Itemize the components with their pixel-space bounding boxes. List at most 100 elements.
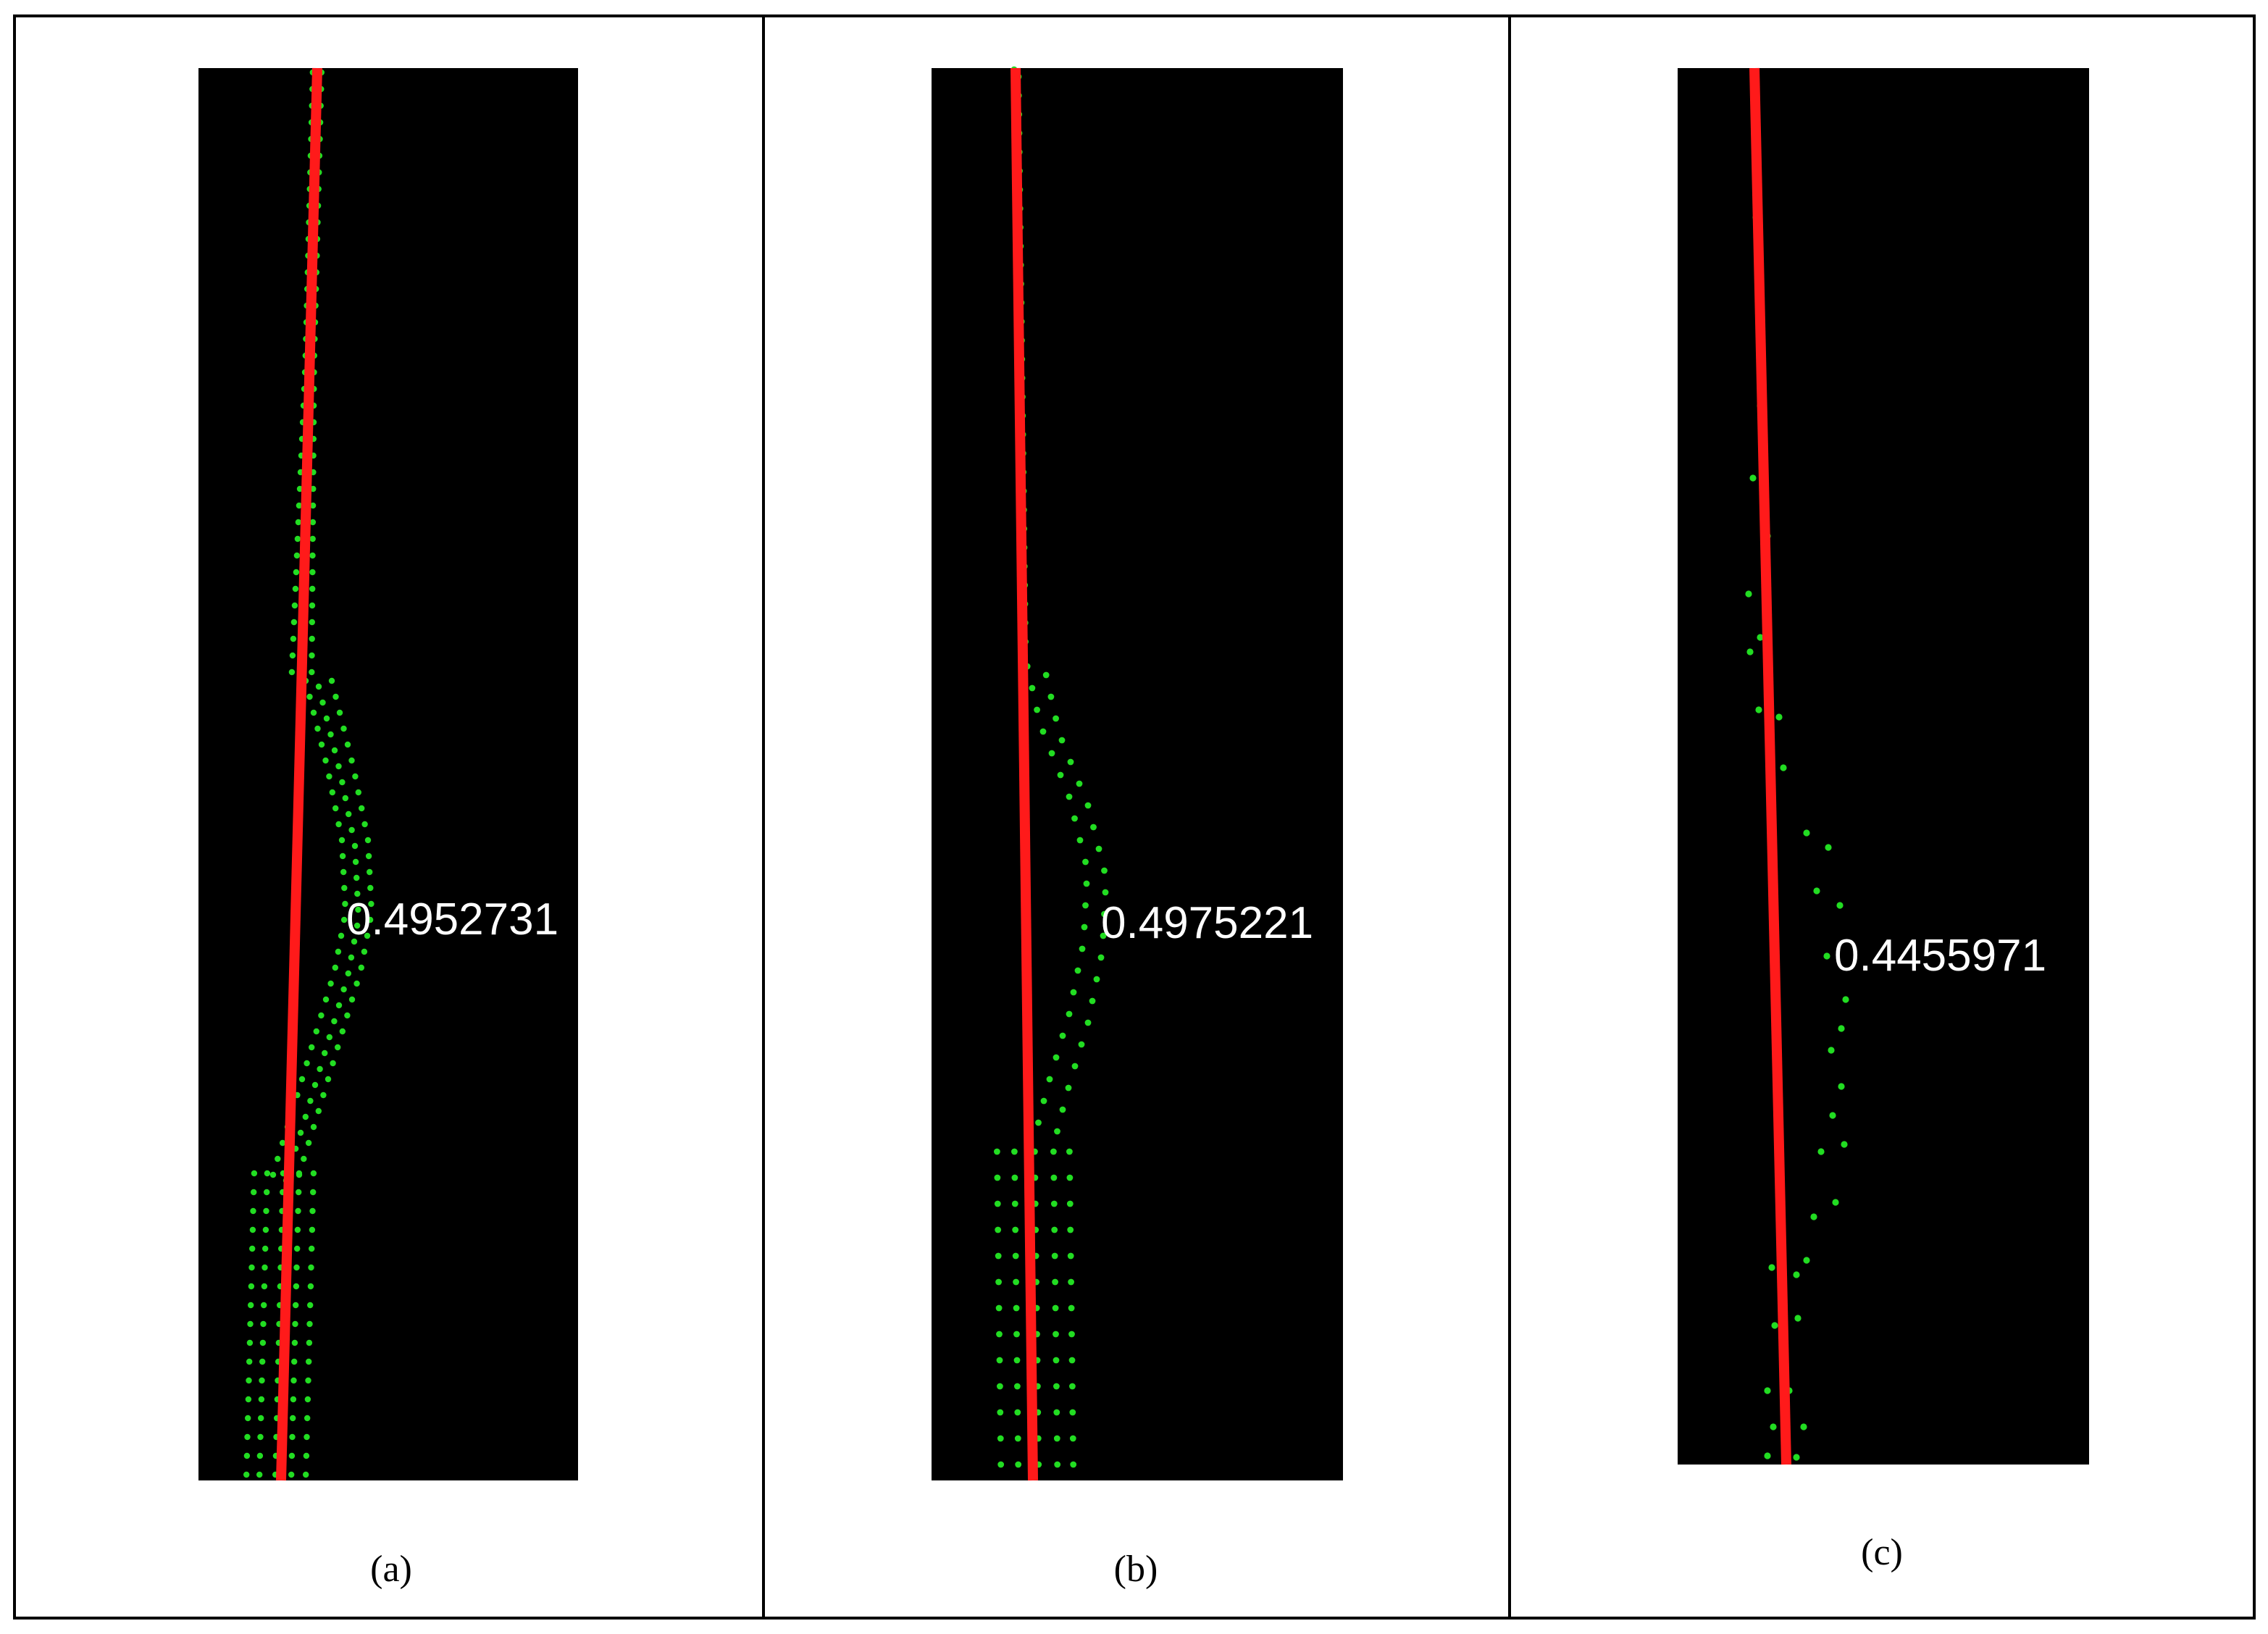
point-marker xyxy=(1042,671,1050,679)
panel-c-fit-line xyxy=(1749,67,1791,1465)
point-marker xyxy=(1771,1322,1778,1329)
point-marker xyxy=(295,519,302,526)
point-marker xyxy=(294,535,301,542)
point-marker xyxy=(309,552,316,559)
point-marker xyxy=(1054,1461,1061,1468)
panel-b-caption: (b) xyxy=(1114,1549,1158,1590)
point-marker xyxy=(262,1226,269,1233)
point-marker xyxy=(1793,1454,1800,1461)
point-marker xyxy=(368,900,374,908)
point-marker xyxy=(997,1383,1003,1390)
point-marker xyxy=(293,1283,300,1290)
point-marker xyxy=(346,810,352,818)
point-marker xyxy=(1764,1452,1771,1459)
point-marker xyxy=(338,932,345,939)
point-marker xyxy=(256,1452,264,1459)
point-marker xyxy=(256,1471,263,1478)
point-marker xyxy=(305,1377,311,1384)
point-marker xyxy=(1803,1257,1810,1264)
point-marker xyxy=(246,1377,252,1384)
point-marker xyxy=(1052,1304,1059,1312)
point-marker xyxy=(1083,880,1090,887)
point-marker xyxy=(1014,1383,1021,1390)
point-marker xyxy=(348,954,355,961)
point-marker xyxy=(1067,1226,1074,1233)
point-marker xyxy=(309,1245,315,1252)
point-marker xyxy=(1749,474,1757,482)
panel-c-value-label: 0.4455971 xyxy=(1834,931,2046,981)
point-marker xyxy=(327,980,334,987)
point-marker xyxy=(309,635,315,642)
point-marker xyxy=(332,805,339,812)
point-marker xyxy=(1051,1252,1058,1260)
panel-b: 0.4975221 (b) xyxy=(932,66,1343,1590)
point-marker xyxy=(1090,824,1097,831)
point-marker xyxy=(290,1415,296,1422)
point-marker xyxy=(1069,1383,1076,1390)
point-marker xyxy=(292,1320,298,1328)
point-marker xyxy=(296,502,303,509)
point-marker xyxy=(288,669,296,676)
point-marker xyxy=(293,552,301,559)
point-marker xyxy=(307,1283,314,1290)
point-marker xyxy=(367,916,374,923)
point-marker xyxy=(311,1081,319,1089)
point-marker xyxy=(306,1320,313,1328)
point-marker xyxy=(248,1264,255,1271)
point-marker xyxy=(293,1302,299,1309)
point-marker xyxy=(304,1433,310,1441)
point-marker xyxy=(1078,1041,1085,1048)
point-marker xyxy=(1065,1084,1072,1092)
panel-b-value-label: 0.4975221 xyxy=(1101,898,1313,948)
point-marker xyxy=(1076,837,1084,844)
point-marker xyxy=(1793,1271,1800,1278)
point-marker xyxy=(1079,945,1086,952)
point-marker xyxy=(243,1471,250,1478)
point-marker xyxy=(995,1252,1002,1260)
point-marker xyxy=(1768,1264,1775,1271)
point-marker xyxy=(339,779,346,786)
point-marker xyxy=(367,884,374,892)
point-marker xyxy=(340,916,348,923)
point-marker xyxy=(1745,590,1752,598)
point-marker xyxy=(309,1207,316,1215)
point-marker xyxy=(243,1452,251,1459)
point-marker xyxy=(302,1113,309,1120)
point-marker xyxy=(304,1396,311,1403)
point-marker xyxy=(996,1357,1003,1364)
point-marker xyxy=(290,635,297,642)
point-marker xyxy=(1053,1054,1060,1061)
point-marker xyxy=(1803,829,1810,837)
point-marker xyxy=(995,1226,1002,1233)
point-marker xyxy=(352,858,359,866)
point-marker xyxy=(353,922,361,929)
point-marker xyxy=(335,763,342,770)
point-marker xyxy=(338,837,346,844)
point-marker xyxy=(1800,1423,1807,1430)
point-marker xyxy=(994,1148,1000,1155)
point-marker xyxy=(1059,1032,1066,1039)
point-marker xyxy=(331,1018,338,1025)
point-marker xyxy=(332,693,339,700)
point-marker xyxy=(288,1471,295,1478)
panel-a: 0.4952731 (a) xyxy=(198,67,578,1590)
point-marker xyxy=(250,1207,256,1215)
point-marker xyxy=(1817,1148,1825,1155)
point-marker xyxy=(1011,1148,1018,1155)
point-marker xyxy=(345,970,351,977)
point-marker xyxy=(1100,932,1107,939)
point-marker xyxy=(295,1207,301,1215)
point-marker xyxy=(344,741,351,748)
point-marker xyxy=(1068,1357,1076,1364)
point-marker xyxy=(307,1302,314,1309)
point-marker xyxy=(1101,910,1108,918)
point-marker xyxy=(264,1189,270,1196)
point-marker xyxy=(1770,1423,1777,1430)
point-marker xyxy=(294,1226,301,1233)
point-marker xyxy=(1071,1063,1079,1070)
point-marker xyxy=(1069,1409,1076,1416)
point-marker xyxy=(1054,1128,1060,1135)
point-marker xyxy=(314,725,321,732)
point-marker xyxy=(326,773,332,780)
